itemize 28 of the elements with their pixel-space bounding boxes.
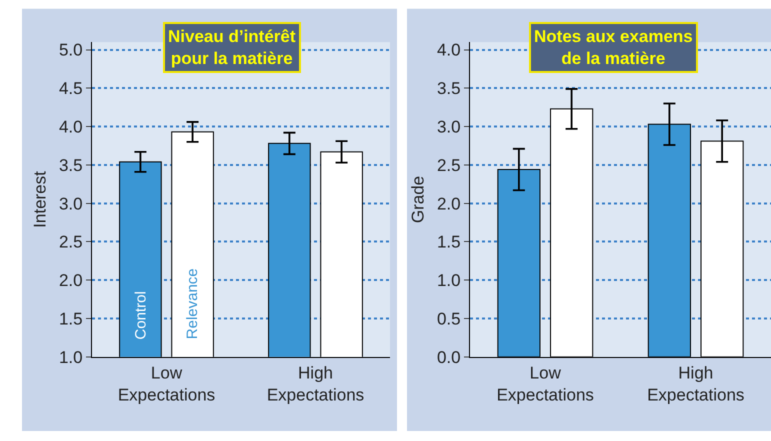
y-tick-label: 3.0	[436, 117, 461, 136]
y-tick-label: 3.0	[58, 194, 83, 214]
series-label: Relevance	[184, 268, 201, 340]
y-tick-label: 4.5	[58, 79, 83, 98]
chart-title: Niveau d’intérêt pour la matière	[168, 27, 296, 68]
y-tick-label: 1.5	[436, 232, 461, 252]
y-tick-label: 2.5	[58, 232, 83, 252]
x-tick-label: Low Expectations	[118, 363, 216, 404]
y-tick-label: 0.5	[436, 309, 461, 328]
chart-title: Notes aux examens de la matière	[534, 27, 693, 68]
y-tick-label: 1.0	[436, 271, 461, 290]
y-tick-label: 3.5	[58, 156, 83, 175]
y-tick-label: 1.0	[58, 348, 83, 367]
series-label: Control	[132, 291, 150, 340]
y-tick-label: 4.0	[58, 117, 83, 136]
y-tick-label: 5.0	[58, 40, 83, 60]
y-tick-label: 0.0	[436, 348, 461, 367]
y-tick-label: 4.0	[436, 40, 461, 60]
y-tick-label: 1.5	[58, 309, 83, 328]
x-tick-label: High Expectations	[266, 363, 364, 404]
y-tick-label: 2.5	[436, 156, 461, 175]
y-axis-title: Interest	[30, 170, 50, 228]
y-tick-label: 2.0	[58, 271, 83, 290]
y-tick-label: 3.5	[436, 79, 461, 98]
x-tick-label: Low Expectations	[496, 363, 594, 404]
y-tick-label: 2.0	[436, 194, 461, 214]
y-axis-title: Grade	[408, 176, 428, 224]
x-tick-label: High Expectations	[647, 363, 744, 404]
